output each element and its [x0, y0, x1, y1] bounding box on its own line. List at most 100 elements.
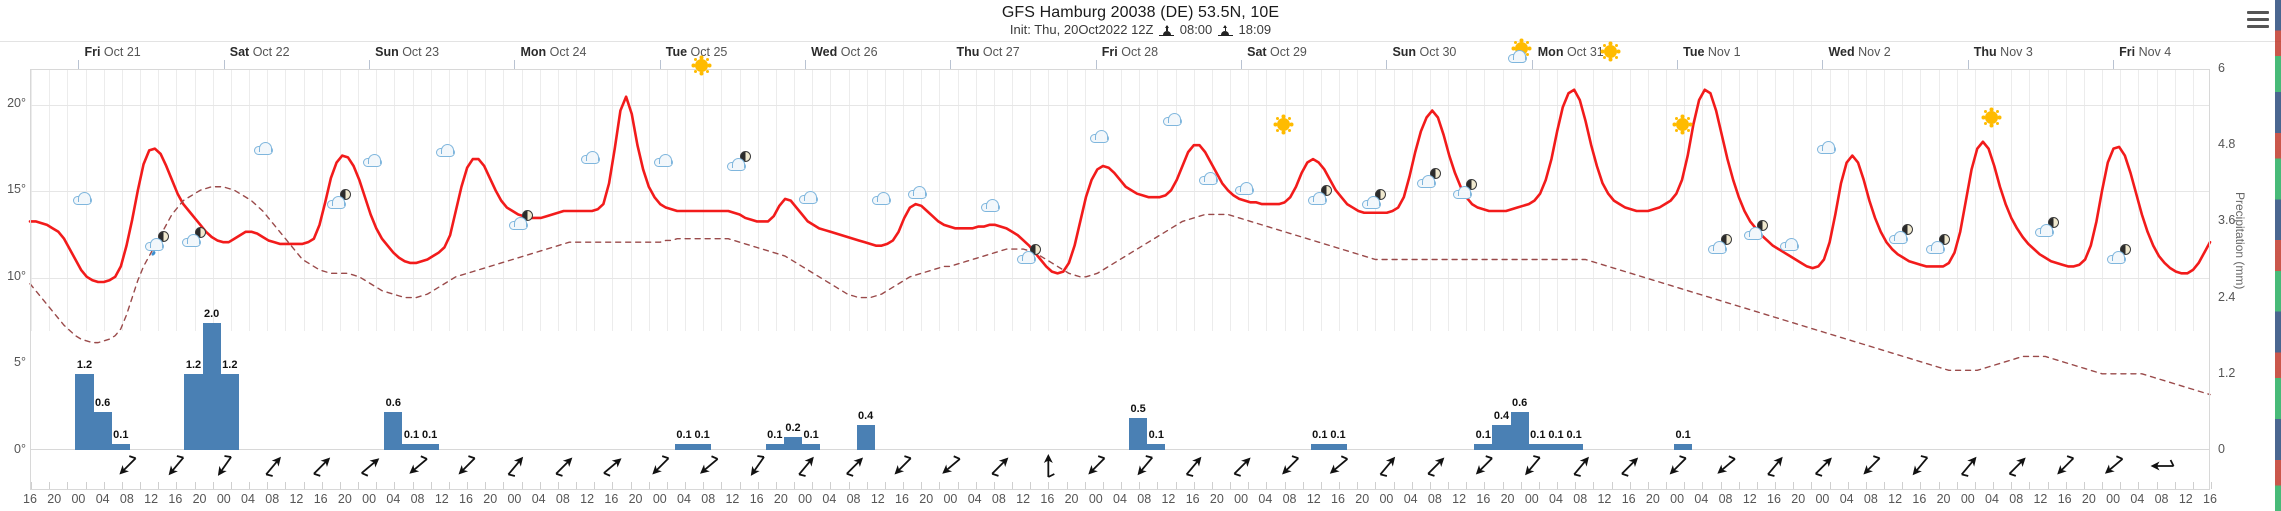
hour-tick	[503, 482, 505, 489]
chart-header: GFS Hamburg 20038 (DE) 53.5N, 10E Init: …	[0, 0, 2281, 42]
hour-label: 16	[1185, 492, 1200, 506]
hour-tick	[412, 482, 414, 489]
hamburger-menu-icon[interactable]	[2245, 9, 2271, 31]
hour-tick	[1647, 482, 1649, 489]
day-label: Fri Oct 28	[1102, 45, 1158, 59]
gridline-vertical	[975, 70, 977, 331]
hour-tick	[1248, 482, 1250, 489]
day-weekday: Thu	[1973, 45, 1997, 59]
wind-arrow	[894, 455, 912, 475]
gridline-vertical	[1629, 70, 1631, 331]
hour-tick	[103, 482, 105, 489]
hour-label: 16	[2203, 492, 2217, 506]
hour-tick	[376, 482, 378, 489]
wind-arrow	[1621, 457, 1639, 477]
hour-label: 04	[1839, 492, 1854, 506]
gridline-vertical	[194, 70, 196, 331]
hour-tick	[775, 482, 777, 489]
gridline-vertical	[1502, 70, 1504, 331]
day-weekday: Fri	[1101, 45, 1118, 59]
gridline-vertical	[67, 70, 69, 331]
wind-arrow	[1525, 455, 1541, 476]
y-tick-right: 3.6	[2218, 213, 2236, 228]
hour-axis: 16 20 00 04 08 12 16 20 00 04 08 12 16 20 00 04 08 12 16 20…	[23, 492, 2217, 511]
day-weekday: Wed	[811, 45, 838, 59]
hour-label: 16	[23, 492, 37, 506]
day-date: Oct 31	[1566, 45, 1604, 59]
hour-tick	[1357, 482, 1359, 489]
hour-label: 00	[1670, 492, 1685, 506]
hour-tick	[1520, 482, 1522, 489]
gridline-vertical	[957, 70, 959, 331]
y-tick-right: 1.2	[2218, 365, 2236, 380]
hour-tick	[594, 482, 596, 489]
hour-tick	[285, 482, 287, 489]
hour-label: 00	[216, 492, 231, 506]
hour-label: 04	[1403, 492, 1418, 506]
gridline-vertical	[103, 70, 105, 331]
hour-tick	[1829, 482, 1831, 489]
hour-label: 00	[362, 492, 377, 506]
hour-label: 08	[846, 492, 861, 506]
gridline-vertical	[412, 70, 414, 331]
hour-label: 20	[1355, 492, 1370, 506]
hour-label: 12	[1452, 492, 1467, 506]
hour-tick	[1593, 482, 1595, 489]
wind-arrow	[2150, 459, 2175, 471]
hour-tick	[1429, 482, 1431, 489]
gridline-vertical	[1993, 70, 1994, 331]
hour-tick	[1793, 482, 1795, 489]
hour-label: 08	[2009, 492, 2024, 506]
gridline-vertical	[376, 70, 378, 331]
hour-label: 12	[1306, 492, 1321, 506]
hour-label: 08	[1573, 492, 1588, 506]
wind-arrow	[1961, 456, 1977, 477]
gridline-vertical	[1720, 70, 1722, 331]
wind-arrow-canvas	[119, 454, 2175, 478]
day-tick	[1967, 60, 1969, 69]
gridline-vertical	[140, 70, 141, 331]
gridline-vertical	[1339, 70, 1340, 331]
wind-arrow	[750, 455, 765, 476]
hour-tick	[666, 482, 668, 489]
wind-arrow	[458, 455, 476, 475]
day-weekday: Mon	[1537, 45, 1564, 59]
hour-label: 08	[1718, 492, 1733, 506]
wind-arrow	[700, 455, 719, 474]
wind-arrow	[798, 456, 814, 477]
gridline-vertical	[303, 70, 305, 331]
hour-label: 12	[725, 492, 740, 506]
gridline-vertical	[485, 70, 487, 331]
wind-arrow	[1379, 456, 1396, 477]
gridline-vertical	[2011, 70, 2013, 331]
hour-tick	[1666, 482, 1667, 489]
hour-tick	[121, 482, 123, 489]
hour-tick	[884, 482, 886, 489]
hour-label: 12	[434, 492, 449, 506]
hour-tick	[539, 482, 541, 489]
hour-label: 20	[773, 492, 788, 506]
hour-tick	[2083, 482, 2085, 489]
grid-background	[30, 69, 2210, 331]
hour-label: 16	[1476, 492, 1491, 506]
hour-label: 20	[1064, 492, 1079, 506]
hour-label: 20	[2081, 492, 2096, 506]
hour-tick	[1684, 482, 1686, 489]
hour-tick	[1139, 482, 1141, 489]
hour-tick	[757, 482, 759, 489]
hour-label: 12	[1016, 492, 1031, 506]
hour-tick	[630, 482, 632, 489]
hour-label: 16	[749, 492, 764, 506]
gridline-vertical	[830, 70, 832, 331]
hour-label: 16	[895, 492, 909, 506]
gridline-vertical	[1121, 70, 1122, 331]
hour-tick	[194, 482, 196, 489]
day-tick	[1531, 60, 1533, 69]
init-text: Init: Thu, 20Oct2022 12Z	[1009, 22, 1154, 38]
hour-tick	[1993, 482, 1994, 489]
gridline-vertical	[2192, 70, 2194, 331]
wind-arrow	[2057, 455, 2075, 475]
hour-tick	[1193, 482, 1195, 489]
y-tick-left: 5°	[14, 355, 26, 370]
gridline-vertical	[1920, 70, 1922, 331]
